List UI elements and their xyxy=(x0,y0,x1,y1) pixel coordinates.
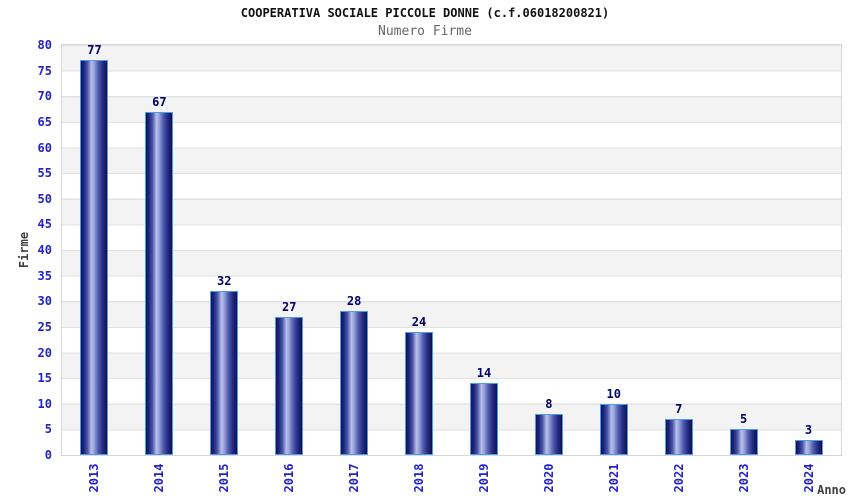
y-tick-label: 0 xyxy=(44,448,52,462)
x-tick-label: 2013 xyxy=(87,463,102,493)
y-tick-label: 35 xyxy=(37,268,52,283)
bar-2018 xyxy=(405,332,434,455)
bar-value-label: 24 xyxy=(411,315,427,329)
y-tick-label: 15 xyxy=(37,371,52,386)
bar-2015 xyxy=(210,291,239,455)
y-tick-label: 10 xyxy=(37,396,52,411)
y-tick-label: 65 xyxy=(37,114,52,129)
bar-2020 xyxy=(534,414,563,455)
y-tick-label: 75 xyxy=(37,63,52,78)
x-axis-title: Anno xyxy=(817,483,846,497)
x-tick-label: 2014 xyxy=(152,463,167,493)
y-tick-label: 80 xyxy=(37,38,52,52)
x-tick-label: 2020 xyxy=(541,463,556,493)
y-tick-label: 55 xyxy=(37,166,52,181)
bar-value-label: 14 xyxy=(476,366,492,380)
x-tick-label: 2019 xyxy=(476,463,491,493)
x-tick-label: 2017 xyxy=(347,463,362,493)
bar-value-label: 7 xyxy=(675,402,683,416)
bar-value-label: 67 xyxy=(152,95,167,109)
y-tick-label: 70 xyxy=(37,89,52,104)
x-tick-label: 2024 xyxy=(801,463,816,493)
y-tick-label: 45 xyxy=(37,217,52,232)
y-tick-label: 20 xyxy=(37,345,52,360)
bar-value-label: 3 xyxy=(804,423,813,437)
x-tick-label: 2021 xyxy=(606,463,621,493)
x-tick-label: 2016 xyxy=(282,463,297,493)
plot-area: 77 67 32 27 28 24 14 8 10 7 5 3 xyxy=(61,43,842,456)
bar-2013 xyxy=(80,60,109,455)
bar-value-label: 5 xyxy=(740,412,748,426)
y-tick-label: 60 xyxy=(37,140,52,155)
bar-2022 xyxy=(664,419,693,455)
bar-2021 xyxy=(599,404,628,455)
x-tick-label: 2018 xyxy=(412,463,427,493)
bar-2024 xyxy=(794,440,823,455)
bar-value-label: 10 xyxy=(606,387,621,401)
bar-2014 xyxy=(145,112,174,455)
x-tick-label: 2015 xyxy=(217,463,232,493)
bar-2016 xyxy=(275,317,304,455)
bar-2023 xyxy=(729,429,758,455)
bar-2017 xyxy=(340,311,369,455)
chart-title: COOPERATIVA SOCIALE PICCOLE DONNE (c.f.0… xyxy=(240,6,610,20)
bar-value-label: 8 xyxy=(545,397,553,411)
chart-subtitle: Numero Firme xyxy=(378,24,472,39)
bar-value-label: 77 xyxy=(87,43,102,57)
bar-2019 xyxy=(469,383,498,455)
bar-value-label: 27 xyxy=(281,300,297,314)
bar-value-label: 32 xyxy=(217,274,232,288)
y-tick-label: 5 xyxy=(44,422,52,437)
x-tick-label: 2023 xyxy=(736,463,751,493)
y-tick-label: 40 xyxy=(37,243,52,257)
x-tick-label: 2022 xyxy=(671,463,686,493)
y-tick-label: 30 xyxy=(37,294,52,309)
bar-value-label: 28 xyxy=(346,294,362,308)
y-tick-label: 50 xyxy=(37,191,52,206)
y-tick-label: 25 xyxy=(37,319,52,334)
